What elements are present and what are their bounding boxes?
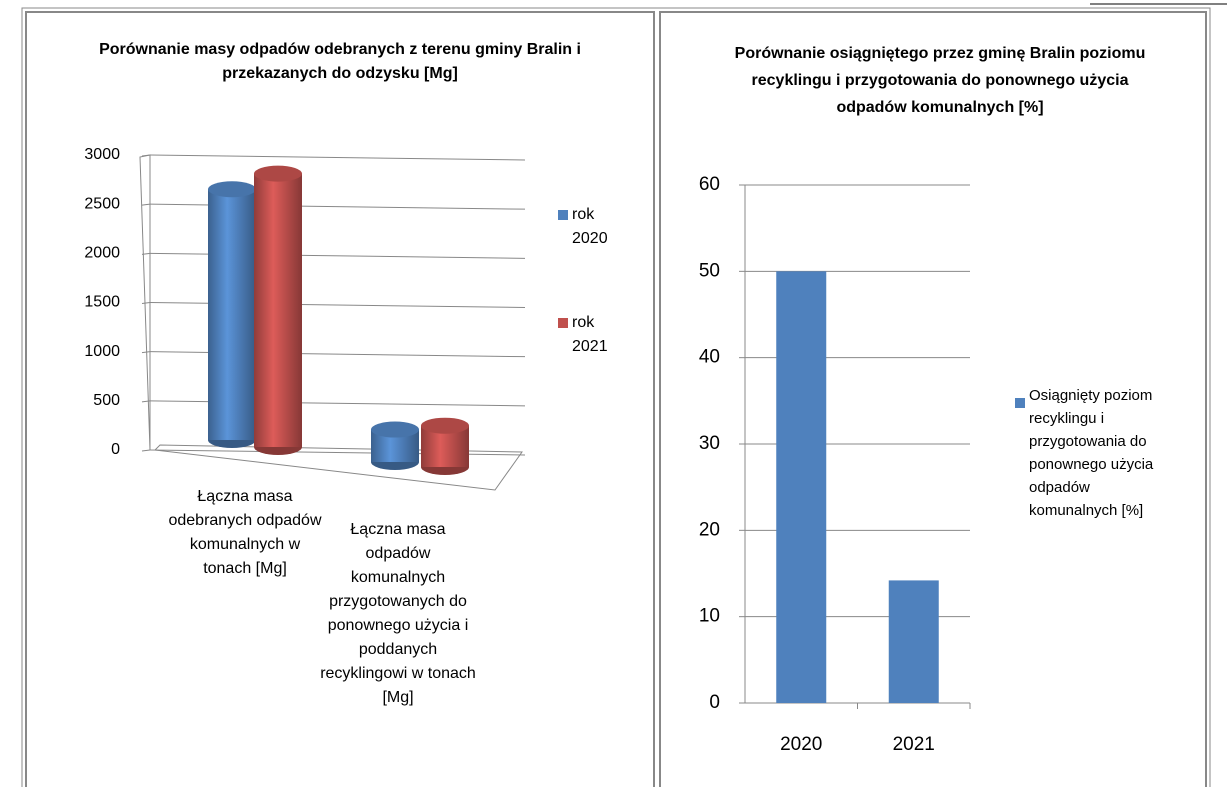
y-tick-label: 1500 — [84, 294, 120, 311]
tick-mark — [141, 252, 151, 255]
grid-line — [149, 252, 526, 259]
y-tick-label: 0 — [709, 692, 720, 713]
grid-line — [149, 400, 526, 407]
chart-title: Porównanie osiągniętego przez gminę Bral… — [734, 45, 1146, 116]
legend-label: rok 2021 — [572, 314, 608, 355]
y-tick-label: 0 — [111, 441, 120, 458]
legend-swatch — [1015, 398, 1025, 408]
cylinder — [254, 173, 302, 447]
y-tick-label: 30 — [699, 433, 720, 454]
cylinder-top — [208, 181, 256, 198]
bar — [888, 580, 939, 703]
grid-line — [149, 203, 526, 210]
y-tick-label: 2000 — [84, 245, 120, 262]
right-panel — [659, 11, 1207, 787]
tick-mark — [141, 302, 151, 304]
tick-mark — [141, 154, 151, 157]
y-tick-label: 3000 — [84, 146, 120, 163]
legend-swatch — [558, 210, 568, 220]
x-tick-label: Łączna masa odebranych odpadów komunalny… — [168, 488, 322, 577]
legend-swatch — [558, 318, 568, 328]
y-tick-label: 2500 — [84, 195, 120, 212]
grid-line — [149, 302, 526, 308]
floor — [153, 444, 523, 491]
tick-mark — [141, 400, 151, 403]
y-tick-label: 500 — [93, 392, 120, 409]
y-tick-label: 50 — [699, 260, 720, 281]
cylinder-top — [254, 165, 302, 182]
y-tick-label: 40 — [699, 347, 720, 368]
cylinder-top — [371, 421, 419, 438]
cylinder — [208, 189, 256, 440]
tick-mark — [141, 449, 151, 452]
tick-mark — [141, 203, 151, 206]
y-tick-label: 10 — [699, 606, 720, 627]
cylinder-top — [421, 417, 469, 434]
legend-label: Osiągnięty poziom recyklingu i przygotow… — [1029, 387, 1154, 519]
y-tick-label: 20 — [699, 519, 720, 540]
grid-line — [149, 351, 526, 358]
x-tick-label: 2020 — [780, 734, 822, 755]
y-tick-label: 1000 — [84, 343, 120, 360]
left-panel — [25, 11, 655, 787]
legend-label: rok 2020 — [572, 206, 608, 247]
x-tick-label: 2021 — [893, 734, 935, 755]
outer-border — [21, 7, 1211, 787]
x-tick-label: Łączna masa odpadów komunalnych przygoto… — [320, 521, 476, 706]
bar — [776, 271, 827, 703]
tick-mark — [141, 351, 151, 354]
chart-title: Porównanie masy odpadów odebranych z ter… — [99, 41, 581, 82]
y-tick-label: 60 — [699, 174, 720, 195]
grid-line — [149, 154, 526, 161]
